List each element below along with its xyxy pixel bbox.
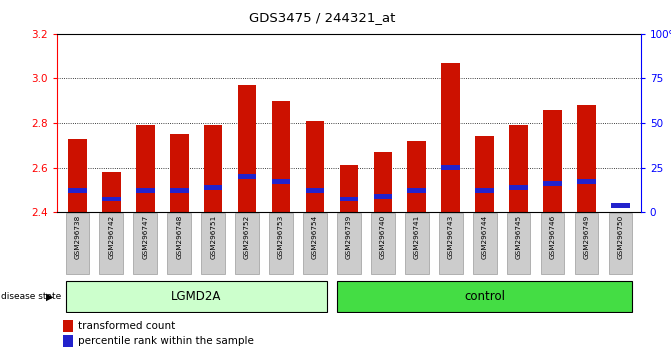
Bar: [68, 139, 87, 212]
Bar: [374, 152, 392, 212]
FancyBboxPatch shape: [269, 213, 293, 274]
Bar: [238, 85, 256, 212]
Bar: [544, 181, 562, 186]
Bar: [204, 185, 223, 190]
Bar: [340, 165, 358, 212]
Bar: [63, 335, 73, 347]
Bar: [170, 188, 189, 193]
FancyBboxPatch shape: [541, 213, 564, 274]
Bar: [442, 165, 460, 170]
Bar: [170, 134, 189, 212]
Bar: [306, 121, 324, 212]
Text: transformed count: transformed count: [78, 321, 175, 331]
FancyBboxPatch shape: [337, 213, 361, 274]
Bar: [68, 188, 87, 193]
Text: GSM296752: GSM296752: [244, 214, 250, 258]
Text: GSM296747: GSM296747: [142, 214, 148, 258]
Text: GSM296751: GSM296751: [210, 214, 216, 258]
Text: GSM296739: GSM296739: [346, 214, 352, 258]
FancyBboxPatch shape: [609, 213, 632, 274]
Bar: [509, 185, 528, 190]
Bar: [340, 196, 358, 201]
Bar: [407, 141, 426, 212]
FancyBboxPatch shape: [66, 281, 327, 312]
Bar: [102, 172, 121, 212]
Bar: [272, 179, 291, 184]
Text: GSM296744: GSM296744: [482, 214, 488, 258]
Bar: [238, 174, 256, 179]
FancyBboxPatch shape: [371, 213, 395, 274]
FancyBboxPatch shape: [574, 213, 599, 274]
Text: LGMD2A: LGMD2A: [171, 290, 221, 303]
Text: GSM296750: GSM296750: [617, 214, 623, 258]
Text: GSM296740: GSM296740: [380, 214, 386, 258]
Bar: [136, 188, 154, 193]
Bar: [475, 136, 494, 212]
Bar: [544, 110, 562, 212]
Text: GSM296741: GSM296741: [414, 214, 420, 258]
Text: ▶: ▶: [46, 291, 54, 302]
Text: percentile rank within the sample: percentile rank within the sample: [78, 336, 254, 346]
FancyBboxPatch shape: [439, 213, 462, 274]
FancyBboxPatch shape: [507, 213, 531, 274]
Bar: [577, 105, 596, 212]
Text: GSM296754: GSM296754: [312, 214, 318, 258]
Text: disease state: disease state: [1, 292, 61, 301]
Text: GDS3475 / 244321_at: GDS3475 / 244321_at: [249, 11, 395, 24]
FancyBboxPatch shape: [473, 213, 497, 274]
Text: GSM296749: GSM296749: [584, 214, 590, 258]
Bar: [407, 188, 426, 193]
FancyBboxPatch shape: [134, 213, 157, 274]
Bar: [136, 125, 154, 212]
Text: GSM296745: GSM296745: [515, 214, 521, 258]
FancyBboxPatch shape: [66, 213, 89, 274]
FancyBboxPatch shape: [337, 281, 632, 312]
Bar: [204, 125, 223, 212]
Bar: [577, 179, 596, 184]
Bar: [374, 194, 392, 199]
Bar: [475, 188, 494, 193]
FancyBboxPatch shape: [201, 213, 225, 274]
Bar: [63, 320, 73, 332]
Text: GSM296742: GSM296742: [108, 214, 114, 258]
Bar: [272, 101, 291, 212]
FancyBboxPatch shape: [99, 213, 123, 274]
Bar: [442, 63, 460, 212]
Text: GSM296753: GSM296753: [278, 214, 284, 258]
Text: GSM296738: GSM296738: [74, 214, 81, 258]
Text: GSM296748: GSM296748: [176, 214, 183, 258]
Bar: [509, 125, 528, 212]
Text: GSM296743: GSM296743: [448, 214, 454, 258]
Bar: [102, 196, 121, 201]
Bar: [306, 188, 324, 193]
Bar: [611, 203, 630, 208]
FancyBboxPatch shape: [167, 213, 191, 274]
FancyBboxPatch shape: [303, 213, 327, 274]
Text: control: control: [464, 290, 505, 303]
Text: GSM296746: GSM296746: [550, 214, 556, 258]
FancyBboxPatch shape: [405, 213, 429, 274]
FancyBboxPatch shape: [236, 213, 259, 274]
